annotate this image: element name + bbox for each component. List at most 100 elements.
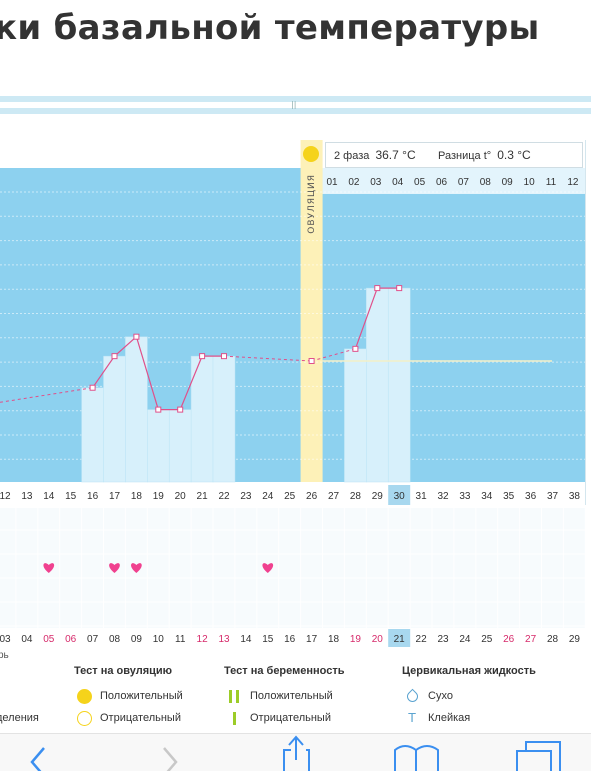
temp-point xyxy=(396,285,403,292)
legend-pregnancy-test: Тест на беременность Положительный Отриц… xyxy=(224,665,345,729)
date-label: 29 xyxy=(569,634,581,645)
temp-bar xyxy=(147,409,170,483)
share-icon[interactable] xyxy=(280,734,312,771)
date-label: 19 xyxy=(350,634,362,645)
cycle-day-label: 13 xyxy=(21,491,33,502)
legend-title: Цервикальная жидкость xyxy=(402,665,536,677)
date-label: 12 xyxy=(197,634,209,645)
legend-label: Отрицательный xyxy=(250,712,331,724)
temp-bar xyxy=(344,348,367,483)
date-label: 26 xyxy=(503,634,515,645)
ovulation-label: ОВУЛЯЦИЯ xyxy=(307,174,317,234)
sticky-icon: T xyxy=(408,711,416,725)
date-label: 06 xyxy=(65,634,77,645)
phase-label: 2 фаза xyxy=(334,150,370,162)
post-ovulation-day-label: 12 xyxy=(567,177,579,188)
post-ovulation-day-label: 09 xyxy=(502,177,514,188)
date-label: 07 xyxy=(87,634,99,645)
drop-icon xyxy=(404,688,420,704)
temp-bar xyxy=(103,355,126,483)
date-label: 21 xyxy=(394,634,406,645)
single-bar-icon xyxy=(224,711,244,725)
resize-handle-icon[interactable]: || xyxy=(291,100,297,109)
temp-point xyxy=(199,353,206,360)
legend-ovulation-test: Тест на овуляцию Положительный Отрицател… xyxy=(74,665,183,729)
date-label: 23 xyxy=(437,634,449,645)
post-ovulation-day-label: 11 xyxy=(546,177,557,188)
cycle-day-label: 26 xyxy=(306,491,318,502)
post-ovulation-day-label: 01 xyxy=(326,177,338,188)
month-fragment: рь xyxy=(0,650,9,661)
temp-point xyxy=(155,406,162,413)
temp-point xyxy=(221,353,227,360)
cycle-day-label: 19 xyxy=(153,491,165,502)
temp-point xyxy=(374,285,381,292)
post-ovulation-day-label: 04 xyxy=(392,177,404,188)
legend-item: Отрицательный xyxy=(74,707,183,729)
date-label: 20 xyxy=(372,634,384,645)
browser-toolbar xyxy=(0,733,591,771)
page-title: ки базальной температуры xyxy=(0,8,540,48)
cycle-day-label: 16 xyxy=(87,491,99,502)
legend-item: Положительный xyxy=(74,685,183,707)
date-label: 27 xyxy=(525,634,537,645)
post-ovulation-day-label: 05 xyxy=(414,177,426,188)
legend-title: Тест на беременность xyxy=(224,665,345,677)
temp-diff-label: Разница t° xyxy=(438,150,492,162)
cycle-day-label: 31 xyxy=(416,491,428,502)
post-ovulation-day-label: 03 xyxy=(370,177,382,188)
cycle-day-label: 18 xyxy=(131,491,143,502)
cycle-day-label: 27 xyxy=(328,491,340,502)
positive-test-icon xyxy=(76,688,92,704)
date-label: 04 xyxy=(21,634,33,645)
temp-bar xyxy=(366,287,389,483)
cycle-day-label: 36 xyxy=(525,491,537,502)
cycle-day-label: 20 xyxy=(175,491,187,502)
post-ovulation-day-label: 10 xyxy=(524,177,536,188)
negative-test-icon xyxy=(76,710,92,726)
temp-bar xyxy=(387,287,411,483)
legend-label: Сухо xyxy=(428,690,453,702)
date-label: 03 xyxy=(0,634,11,645)
cycle-day-label: 25 xyxy=(284,491,296,502)
legend-title: Тест на овуляцию xyxy=(74,665,173,677)
current-day-highlight xyxy=(388,485,411,505)
cycle-day-label: 38 xyxy=(569,491,581,502)
cycle-day-label: 14 xyxy=(43,491,55,502)
legend-item: Отрицательный xyxy=(224,707,345,729)
legend-item: Положительный xyxy=(224,685,345,707)
phase-status-bar: 2 фаза 36.7 °C Разница t° 0.3 °C xyxy=(325,142,583,168)
temp-bar xyxy=(81,387,104,483)
chevron-left-icon[interactable] xyxy=(24,734,54,771)
cycle-day-label: 24 xyxy=(262,491,274,502)
date-label: 25 xyxy=(481,634,493,645)
dashed-temp-line xyxy=(0,387,93,403)
book-icon[interactable] xyxy=(392,734,442,771)
temp-point xyxy=(133,333,140,340)
date-label: 11 xyxy=(175,634,186,645)
chevron-right-icon[interactable] xyxy=(156,734,186,771)
post-ovulation-day-label: 08 xyxy=(480,177,492,188)
tabs-icon[interactable] xyxy=(514,734,564,771)
heart-icon xyxy=(43,563,55,573)
cycle-day-label: 21 xyxy=(197,491,209,502)
date-label: 28 xyxy=(547,634,559,645)
cycle-day-label: 30 xyxy=(394,491,406,502)
date-label: 22 xyxy=(416,634,428,645)
legend-fragment: деления xyxy=(0,712,39,724)
date-label: 13 xyxy=(218,634,230,645)
temp-point xyxy=(111,353,118,360)
post-ovulation-day-label: 07 xyxy=(458,177,470,188)
dashed-temp-line xyxy=(311,348,356,362)
date-label: 24 xyxy=(459,634,471,645)
heart-icon xyxy=(109,563,120,573)
separator-band-bottom xyxy=(0,108,591,114)
temp-diff-info: Разница t° 0.3 °C xyxy=(438,148,531,162)
cycle-day-label: 37 xyxy=(547,491,559,502)
post-ovulation-day-label: 02 xyxy=(348,177,360,188)
date-label: 08 xyxy=(109,634,121,645)
cycle-day-label: 17 xyxy=(109,491,121,502)
cycle-day-label: 35 xyxy=(503,491,515,502)
dashed-temp-line xyxy=(223,355,312,362)
double-bar-icon xyxy=(224,689,244,703)
